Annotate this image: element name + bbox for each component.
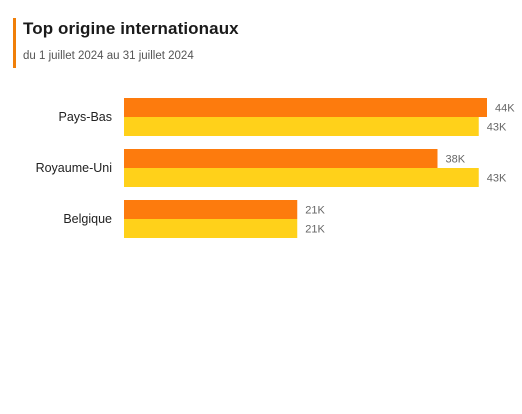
category-label: Pays-Bas: [59, 110, 113, 124]
category-label: Belgique: [63, 212, 112, 226]
bar-series-1[interactable]: [124, 98, 487, 117]
bar-series-2[interactable]: [124, 219, 298, 238]
bar-series-1[interactable]: [124, 149, 438, 168]
data-label: 43K: [487, 173, 507, 185]
data-label: 43K: [487, 122, 507, 134]
category-label: Royaume-Uni: [36, 161, 112, 175]
bar-series-1[interactable]: [124, 200, 298, 219]
data-label: 21K: [305, 224, 325, 236]
data-label: 38K: [446, 154, 466, 166]
chart-subtitle: du 1 juillet 2024 au 31 juillet 2024: [23, 50, 194, 62]
bar-series-2[interactable]: [124, 117, 479, 136]
title-accent-bar: [13, 18, 16, 68]
data-label: 44K: [495, 103, 515, 115]
data-label: 21K: [305, 205, 325, 217]
chart-title: Top origine internationaux: [23, 19, 239, 38]
bar-series-2[interactable]: [124, 168, 479, 187]
